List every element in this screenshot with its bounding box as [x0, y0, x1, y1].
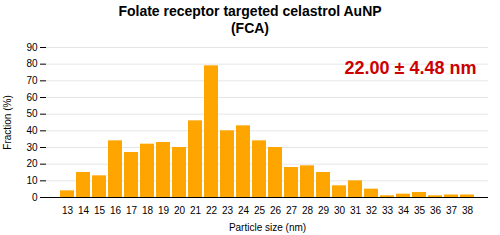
- svg-text:60: 60: [26, 92, 38, 103]
- svg-text:18: 18: [142, 205, 154, 216]
- svg-text:20: 20: [174, 205, 186, 216]
- svg-text:Particle size (nm): Particle size (nm): [229, 222, 306, 233]
- html-text:(FCA): (FCA): [230, 20, 269, 36]
- svg-text:Fraction (%): Fraction (%): [2, 95, 13, 149]
- svg-text:21: 21: [190, 205, 202, 216]
- svg-text:24: 24: [238, 205, 250, 216]
- svg-text:38: 38: [462, 205, 474, 216]
- svg-text:29: 29: [318, 205, 330, 216]
- svg-text:35: 35: [414, 205, 426, 216]
- svg-text:90: 90: [26, 42, 38, 53]
- svg-text:40: 40: [26, 125, 38, 136]
- svg-text:15: 15: [94, 205, 106, 216]
- svg-text:19: 19: [158, 205, 170, 216]
- svg-text:23: 23: [222, 205, 234, 216]
- svg-text:17: 17: [126, 205, 138, 216]
- svg-text:25: 25: [254, 205, 266, 216]
- svg-text:13: 13: [62, 205, 74, 216]
- svg-text:28: 28: [302, 205, 314, 216]
- svg-text:0: 0: [32, 192, 38, 203]
- svg-text:27: 27: [286, 205, 298, 216]
- svg-text:37: 37: [446, 205, 458, 216]
- svg-text:36: 36: [430, 205, 442, 216]
- svg-text:50: 50: [26, 108, 38, 119]
- svg-text:22: 22: [206, 205, 218, 216]
- svg-text:32: 32: [366, 205, 378, 216]
- svg-text:26: 26: [270, 205, 282, 216]
- svg-text:33: 33: [382, 205, 394, 216]
- svg-text:30: 30: [334, 205, 346, 216]
- svg-text:34: 34: [398, 205, 410, 216]
- svg-text:31: 31: [350, 205, 362, 216]
- html-text:Folate receptor targeted celas: Folate receptor targeted celastrol AuNP: [118, 3, 382, 19]
- svg-text:14: 14: [78, 205, 90, 216]
- svg-text:20: 20: [26, 158, 38, 169]
- svg-text:30: 30: [26, 142, 38, 153]
- svg-text:80: 80: [26, 58, 38, 69]
- svg-text:70: 70: [26, 75, 38, 86]
- svg-text:22.00 ± 4.48 nm: 22.00 ± 4.48 nm: [345, 58, 477, 78]
- svg-text:10: 10: [26, 175, 38, 186]
- svg-text:16: 16: [110, 205, 122, 216]
